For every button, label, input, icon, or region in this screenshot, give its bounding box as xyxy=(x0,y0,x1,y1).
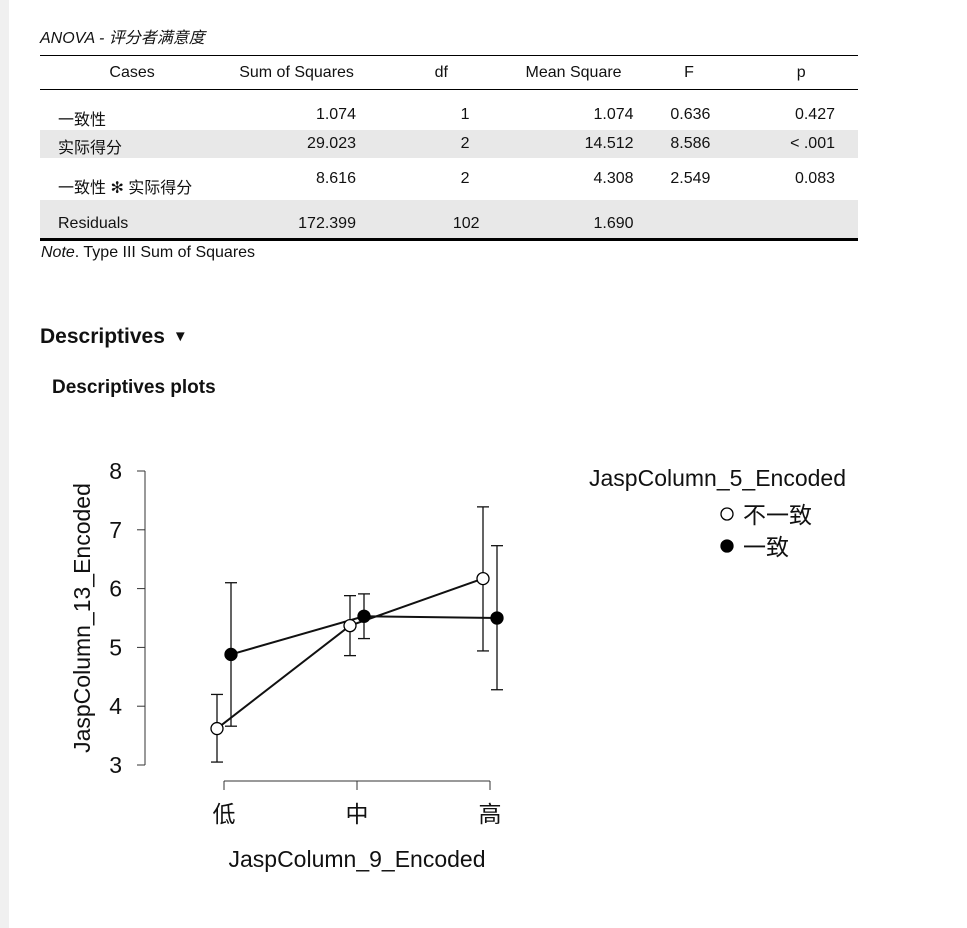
data-point xyxy=(343,618,357,633)
row-p: < .001 xyxy=(790,134,835,152)
x-tick-label: 低 xyxy=(213,802,236,828)
y-axis-title: JaspColumn_13_Encoded xyxy=(69,483,95,753)
legend-marker xyxy=(720,507,734,521)
table-row: 实际得分 29.023 2 14.512 8.586 < .001 xyxy=(40,129,858,158)
header-mean-square: Mean Square xyxy=(513,55,634,90)
header-df: df xyxy=(368,55,514,90)
row-case: Residuals xyxy=(58,214,129,232)
descriptives-title: Descriptives xyxy=(40,325,165,348)
y-tick-label: 5 xyxy=(109,634,122,660)
header-f: F xyxy=(633,55,745,90)
x-tick-label: 中 xyxy=(346,802,369,828)
data-point xyxy=(210,721,224,736)
row-ss: 8.616 xyxy=(315,169,356,187)
anova-table-title: ANOVA - 评分者满意度 xyxy=(40,30,205,47)
row-ms: 1.690 xyxy=(593,214,634,232)
header-sum-of-squares: Sum of Squares xyxy=(224,55,369,90)
data-point xyxy=(224,647,238,662)
collapse-triangle-icon[interactable]: ▼ xyxy=(172,328,188,345)
table-note: Note. Type III Sum of Squares xyxy=(41,244,255,262)
legend-label: 一致 xyxy=(743,535,789,561)
data-point xyxy=(476,571,490,586)
table-row: Residuals 172.399 102 1.690 xyxy=(40,199,858,240)
row-f: 8.586 xyxy=(670,134,711,152)
header-p: p xyxy=(744,55,858,90)
row-ms: 4.308 xyxy=(593,169,634,187)
row-ms: 14.512 xyxy=(584,134,634,152)
row-df: 102 xyxy=(452,214,480,232)
table-row: 一致性 ✻ 实际得分 8.616 2 4.308 2.549 0.083 xyxy=(40,158,858,200)
row-ss: 172.399 xyxy=(298,214,356,232)
row-f: 0.636 xyxy=(670,105,711,123)
y-tick-label: 8 xyxy=(109,458,122,484)
header-cases: Cases xyxy=(40,55,225,90)
row-p: 0.083 xyxy=(794,169,835,187)
row-ss: 29.023 xyxy=(307,134,356,152)
anova-table: Cases Sum of Squares df Mean Square F p … xyxy=(40,55,858,241)
data-point xyxy=(490,611,504,625)
descriptives-heading[interactable]: Descriptives ▼ xyxy=(40,325,188,349)
descriptives-plots-heading: Descriptives plots xyxy=(52,377,216,398)
row-case: 一致性 ✻ 实际得分 xyxy=(58,179,193,197)
note-label: Note xyxy=(41,244,75,261)
row-df: 2 xyxy=(460,169,470,187)
row-df: 2 xyxy=(460,134,470,152)
legend-title: JaspColumn_5_Encoded xyxy=(589,465,846,491)
row-ms: 1.074 xyxy=(593,105,634,123)
row-df: 1 xyxy=(460,105,470,123)
anova-header-row: Cases Sum of Squares df Mean Square F p xyxy=(40,55,858,90)
row-case: 一致性 xyxy=(58,111,107,129)
y-tick-label: 6 xyxy=(109,576,122,602)
row-p: 0.427 xyxy=(794,105,835,123)
note-text: . Type III Sum of Squares xyxy=(74,244,256,261)
x-tick-label: 高 xyxy=(479,802,502,828)
row-ss: 1.074 xyxy=(315,105,356,123)
left-gutter xyxy=(0,0,9,928)
row-case: 实际得分 xyxy=(58,139,123,157)
y-tick-label: 4 xyxy=(109,693,122,719)
legend-marker xyxy=(720,539,734,553)
table-row: 一致性 1.074 1 1.074 0.636 0.427 xyxy=(40,100,858,130)
x-axis-title: JaspColumn_9_Encoded xyxy=(228,846,485,872)
row-f: 2.549 xyxy=(670,169,711,187)
legend-label: 不一致 xyxy=(743,503,812,529)
data-point xyxy=(357,609,371,623)
y-tick-label: 7 xyxy=(109,517,122,543)
y-tick-label: 3 xyxy=(109,752,122,778)
